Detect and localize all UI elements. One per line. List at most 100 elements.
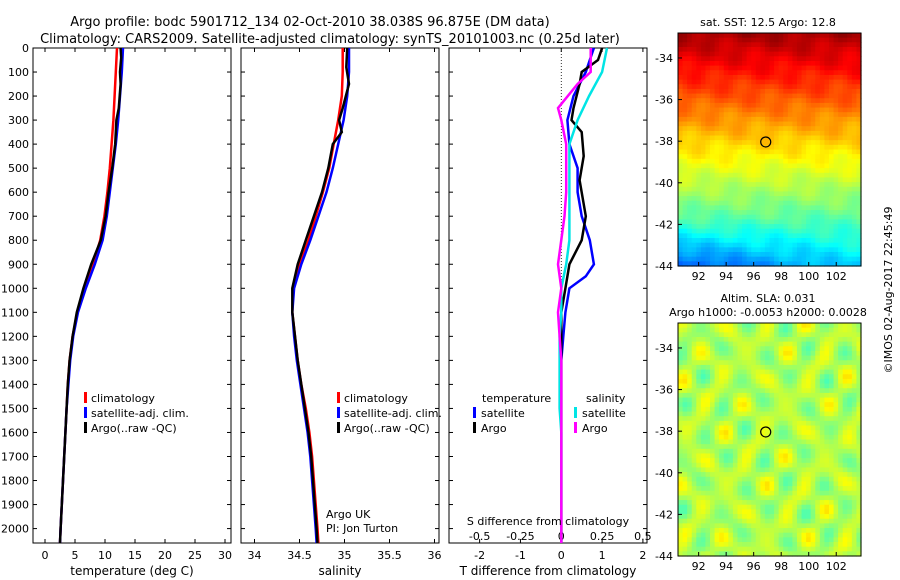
- map-cell: [728, 256, 734, 262]
- map-cell: [847, 149, 853, 155]
- map-cell: [764, 332, 771, 338]
- map-cell: [728, 116, 734, 123]
- map-cell: [682, 504, 688, 510]
- map-cell: [792, 495, 798, 501]
- map-cell: [678, 411, 684, 417]
- map-cell: [687, 453, 693, 459]
- map-cell: [838, 350, 844, 357]
- map-cell: [732, 546, 739, 552]
- map-cell: [774, 144, 780, 151]
- map-cell: [810, 65, 816, 71]
- map-cell: [792, 542, 798, 548]
- map-cell: [714, 532, 720, 538]
- x-tick-label: 102: [826, 560, 847, 573]
- map-cell: [783, 238, 789, 244]
- map-cell: [824, 135, 830, 141]
- map-cell: [760, 172, 766, 179]
- y-tick-label: 1500: [1, 402, 29, 415]
- map-cell: [833, 98, 839, 104]
- map-cell: [856, 102, 862, 109]
- map-cell: [714, 172, 720, 179]
- map-cell: [847, 378, 853, 385]
- map-cell: [682, 323, 688, 329]
- map-cell: [824, 233, 830, 239]
- map-cell: [760, 514, 766, 520]
- map-cell: [792, 523, 798, 529]
- map-cell: [682, 84, 688, 90]
- map-cell: [737, 551, 743, 557]
- map-cell: [678, 444, 684, 450]
- map-cell: [833, 341, 839, 347]
- map-cell: [783, 177, 789, 183]
- map-cell: [737, 364, 743, 371]
- x-tick-label: 20: [158, 549, 172, 562]
- map-cell: [705, 196, 711, 202]
- map-cell: [787, 355, 793, 361]
- map-cell: [806, 504, 812, 510]
- map-cell: [856, 528, 862, 534]
- map-cell: [732, 116, 739, 123]
- map-cell: [810, 126, 816, 132]
- map-cell: [764, 439, 771, 445]
- map-cell: [764, 65, 771, 71]
- map-cell: [746, 411, 752, 417]
- map-cell: [806, 327, 812, 333]
- map-cell: [700, 481, 707, 487]
- map-cell: [710, 430, 716, 436]
- map-cell: [783, 416, 789, 422]
- map-cell: [719, 509, 725, 515]
- map-cell: [737, 472, 743, 478]
- legend-swatch-s-satellite: [574, 407, 577, 418]
- map-cell: [769, 495, 775, 501]
- map-cell: [842, 130, 848, 137]
- map-cell: [751, 430, 757, 436]
- map-cell: [714, 56, 720, 62]
- map-cell: [842, 168, 848, 174]
- map-cell: [760, 98, 766, 104]
- map-cell: [787, 518, 793, 524]
- map-cell: [696, 346, 702, 352]
- map-cell: [700, 439, 707, 445]
- difference-panel: -2 -1 0 1 2-0.5 -0.25 0 0.25 0.5: [449, 47, 652, 562]
- map-cell: [842, 350, 848, 357]
- map-cell: [824, 537, 830, 543]
- map-cell: [714, 537, 720, 543]
- map-cell: [678, 350, 684, 357]
- map-cell: [696, 430, 702, 436]
- map-cell: [755, 182, 761, 188]
- map-cell: [792, 238, 798, 244]
- map-cell: [700, 378, 707, 385]
- map-cell: [783, 514, 789, 520]
- map-cell: [778, 509, 784, 515]
- map-cell: [806, 98, 812, 104]
- map-cell: [774, 444, 780, 450]
- map-cell: [732, 336, 739, 343]
- map-cell: [760, 84, 766, 90]
- map-cell: [810, 102, 816, 109]
- map-cell: [728, 462, 734, 469]
- map-cell: [801, 46, 807, 53]
- map-cell: [719, 476, 725, 483]
- map-cell: [851, 532, 858, 538]
- map-cell: [833, 37, 839, 43]
- map-cell: [705, 158, 711, 165]
- map-cell: [824, 261, 830, 267]
- map-cell: [732, 392, 739, 399]
- map-cell: [719, 219, 725, 225]
- map-cell: [723, 444, 729, 450]
- map-cell: [801, 481, 807, 487]
- map-cell: [687, 130, 693, 137]
- map-cell: [700, 214, 707, 220]
- map-cell: [847, 458, 853, 464]
- map-cell: [851, 392, 858, 399]
- map-cell: [792, 444, 798, 450]
- map-cell: [801, 462, 807, 469]
- map-cell: [728, 346, 734, 352]
- legend-swatch-climatology: [337, 392, 340, 403]
- map-cell: [787, 60, 793, 67]
- map-cell: [682, 392, 688, 399]
- map-cell: [796, 462, 803, 469]
- map-cell: [696, 327, 702, 333]
- map-cell: [792, 70, 798, 76]
- map-cell: [696, 378, 702, 385]
